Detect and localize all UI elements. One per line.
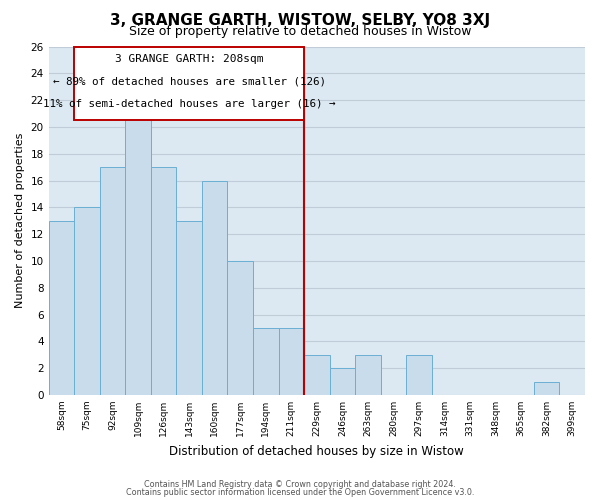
Bar	[74, 208, 100, 395]
Bar	[125, 100, 151, 395]
Bar	[253, 328, 278, 395]
Bar	[176, 220, 202, 395]
Text: ← 89% of detached houses are smaller (126): ← 89% of detached houses are smaller (12…	[53, 76, 326, 86]
Bar	[355, 354, 380, 395]
Text: Contains HM Land Registry data © Crown copyright and database right 2024.: Contains HM Land Registry data © Crown c…	[144, 480, 456, 489]
Bar	[49, 220, 74, 395]
Bar	[329, 368, 355, 395]
Bar	[534, 382, 559, 395]
Y-axis label: Number of detached properties: Number of detached properties	[15, 133, 25, 308]
Bar	[227, 261, 253, 395]
Text: Contains public sector information licensed under the Open Government Licence v3: Contains public sector information licen…	[126, 488, 474, 497]
Bar	[406, 354, 432, 395]
X-axis label: Distribution of detached houses by size in Wistow: Distribution of detached houses by size …	[169, 444, 464, 458]
Text: Size of property relative to detached houses in Wistow: Size of property relative to detached ho…	[129, 25, 471, 38]
Text: 11% of semi-detached houses are larger (16) →: 11% of semi-detached houses are larger (…	[43, 99, 335, 109]
Bar	[278, 328, 304, 395]
Bar	[304, 354, 329, 395]
Bar	[202, 180, 227, 395]
Bar	[151, 167, 176, 395]
Bar	[100, 167, 125, 395]
Text: 3, GRANGE GARTH, WISTOW, SELBY, YO8 3XJ: 3, GRANGE GARTH, WISTOW, SELBY, YO8 3XJ	[110, 12, 490, 28]
Text: 3 GRANGE GARTH: 208sqm: 3 GRANGE GARTH: 208sqm	[115, 54, 263, 64]
Bar	[74, 46, 304, 120]
